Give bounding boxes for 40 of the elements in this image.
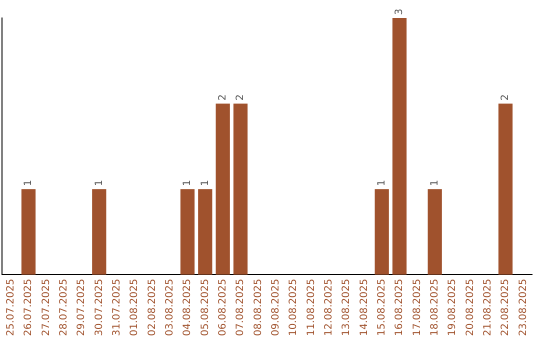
- x-tick-label: 21.08.2025: [482, 278, 494, 336]
- x-tick-label: 20.08.2025: [464, 278, 476, 336]
- data-label: 2: [500, 94, 512, 101]
- x-tick-label: 29.07.2025: [76, 278, 88, 336]
- x-tick-label: 31.07.2025: [111, 278, 122, 336]
- data-label: 1: [200, 180, 211, 186]
- x-tick-label: 15.08.2025: [376, 278, 388, 336]
- x-tick-label: 30.07.2025: [94, 278, 105, 336]
- x-tick-label: 14.08.2025: [358, 278, 370, 336]
- x-tick-label: 06.08.2025: [217, 278, 228, 336]
- x-tick-label: 25.07.2025: [5, 278, 16, 336]
- x-tick-label: 17.08.2025: [412, 278, 423, 336]
- x-tick-label: 07.08.2025: [235, 278, 246, 336]
- x-tick-label: 12.08.2025: [323, 278, 334, 336]
- data-label: 1: [429, 180, 440, 186]
- x-tick-label: 05.08.2025: [200, 278, 211, 336]
- x-tick-label: 23.08.2025: [518, 278, 529, 336]
- data-label: 1: [94, 180, 105, 186]
- x-tick-label: 02.08.2025: [146, 278, 158, 336]
- x-tick-label: 18.08.2025: [429, 278, 440, 336]
- data-label: 1: [23, 180, 34, 186]
- x-tick-label: 22.08.2025: [500, 278, 512, 336]
- x-tick-label: 19.08.2025: [447, 278, 458, 336]
- x-tick-label: 01.08.2025: [129, 278, 140, 336]
- x-tick-label: 28.07.2025: [58, 278, 70, 336]
- x-tick-label: 09.08.2025: [270, 278, 282, 336]
- x-tick-label: 03.08.2025: [164, 278, 176, 336]
- data-label: 1: [376, 180, 388, 186]
- x-tick-label: 26.07.2025: [23, 278, 34, 336]
- data-label: 2: [235, 94, 246, 101]
- x-tick-label: 11.08.2025: [306, 278, 317, 336]
- x-tick-label: 27.07.2025: [40, 278, 52, 336]
- x-tick-label: 13.08.2025: [341, 278, 352, 336]
- data-label: 3: [394, 8, 406, 15]
- x-tick-label: 10.08.2025: [288, 278, 300, 336]
- x-tick-label: 16.08.2025: [394, 278, 406, 336]
- data-label: 1: [182, 180, 194, 186]
- x-tick-label: 08.08.2025: [252, 278, 264, 336]
- data-label: 2: [217, 94, 228, 101]
- x-tick-label: 04.08.2025: [182, 278, 194, 336]
